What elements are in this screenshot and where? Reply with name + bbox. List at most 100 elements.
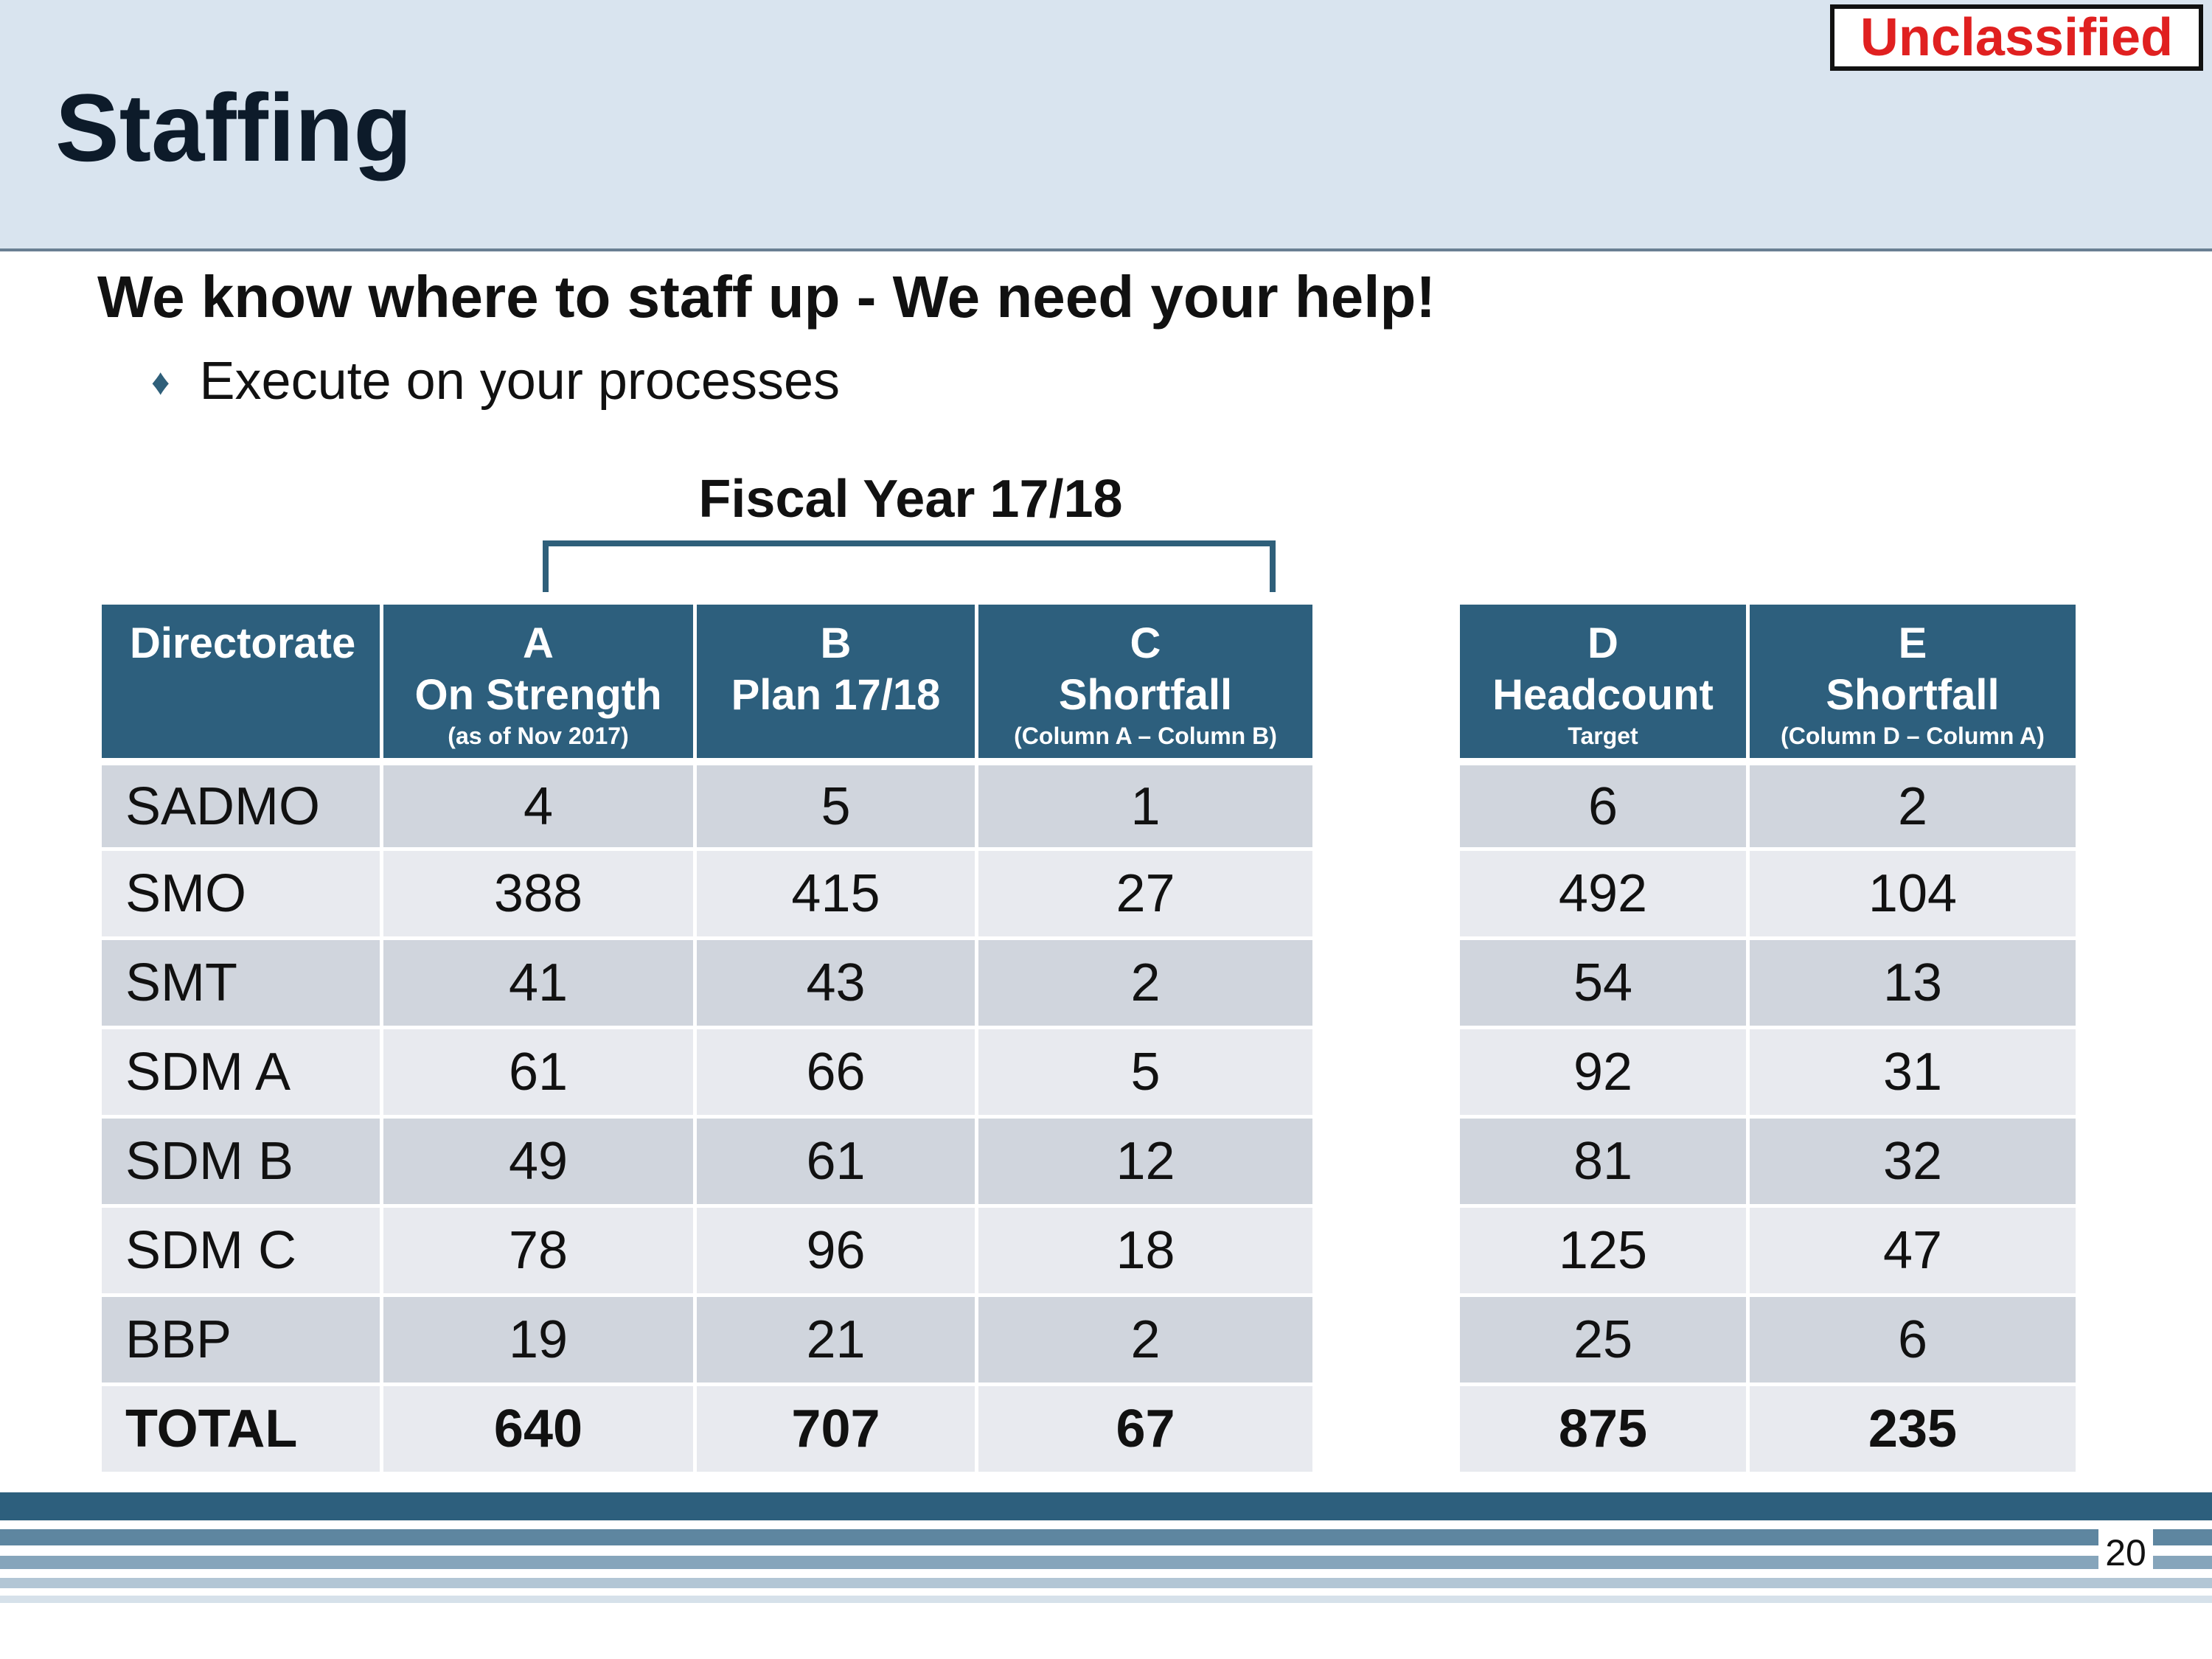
table-row: 25 6	[1460, 1293, 2076, 1382]
headcount-table-body: 6 2 492 104 54 13 92 31 81 32 125 47 25 6 875 235	[1460, 758, 2076, 1472]
value-cell: 54	[1460, 936, 1750, 1026]
headcount-table: D Headcount Target E Shortfall (Column D…	[1460, 605, 2076, 1472]
table-row: 92 31	[1460, 1026, 2076, 1115]
directorate-cell: SADMO	[102, 758, 383, 847]
header-letter: C	[1130, 619, 1161, 667]
total-row: TOTAL 640 707 67	[102, 1382, 1312, 1472]
value-cell: 2	[978, 1293, 1312, 1382]
table-row: 54 13	[1460, 936, 2076, 1026]
value-cell: 5	[697, 758, 978, 847]
value-cell: 1	[978, 758, 1312, 847]
footer-stripe	[0, 1529, 2212, 1545]
footer-stripe	[0, 1578, 2212, 1588]
table-row: SMT 41 43 2	[102, 936, 1312, 1026]
value-cell: 235	[1750, 1382, 2076, 1472]
header-column-e: E Shortfall (Column D – Column A)	[1750, 605, 2076, 758]
table-row: SDM C 78 96 18	[102, 1204, 1312, 1293]
fiscal-year-table-body: SADMO 4 5 1 SMO 388 415 27 SMT 41 43 2 SDM A 61 66 5 SDM…	[102, 758, 1312, 1472]
value-cell: 19	[383, 1293, 697, 1382]
footer-stripe	[0, 1596, 2212, 1603]
slide-title: Staffing	[55, 74, 412, 181]
header-label: Shortfall	[1058, 671, 1233, 719]
directorate-cell: SDM A	[102, 1026, 383, 1115]
table-row: BBP 19 21 2	[102, 1293, 1312, 1382]
classification-label: Unclassified	[1830, 4, 2203, 71]
page-number: 20	[2098, 1528, 2153, 1577]
value-cell: 25	[1460, 1293, 1750, 1382]
fiscal-year-label: Fiscal Year 17/18	[698, 470, 1123, 529]
directorate-cell: TOTAL	[102, 1382, 383, 1472]
diamond-bullet-icon: ♦	[151, 361, 170, 403]
value-cell: 640	[383, 1382, 697, 1472]
value-cell: 27	[978, 847, 1312, 936]
directorate-cell: SMO	[102, 847, 383, 936]
header-letter: B	[820, 619, 852, 667]
value-cell: 18	[978, 1204, 1312, 1293]
value-cell: 49	[383, 1115, 697, 1204]
header-column-b: B Plan 17/18	[697, 605, 978, 758]
value-cell: 41	[383, 936, 697, 1026]
value-cell: 21	[697, 1293, 978, 1382]
table-row: SMO 388 415 27	[102, 847, 1312, 936]
value-cell: 2	[1750, 758, 2076, 847]
table-header-row: Directorate A On Strength (as of Nov 201…	[102, 605, 1312, 758]
header-label: On Strength	[414, 671, 662, 719]
value-cell: 6	[1750, 1293, 2076, 1382]
header-label: Directorate	[130, 619, 356, 667]
value-cell: 388	[383, 847, 697, 936]
value-cell: 707	[697, 1382, 978, 1472]
fiscal-year-table: Directorate A On Strength (as of Nov 201…	[102, 605, 1312, 1472]
value-cell: 81	[1460, 1115, 1750, 1204]
table-row: SADMO 4 5 1	[102, 758, 1312, 847]
value-cell: 66	[697, 1026, 978, 1115]
header-letter: D	[1587, 619, 1618, 667]
value-cell: 4	[383, 758, 697, 847]
value-cell: 61	[383, 1026, 697, 1115]
table-row: SDM A 61 66 5	[102, 1026, 1312, 1115]
header-label: Headcount	[1492, 671, 1714, 719]
value-cell: 125	[1460, 1204, 1750, 1293]
table-row: SDM B 49 61 12	[102, 1115, 1312, 1204]
directorate-cell: SDM B	[102, 1115, 383, 1204]
fiscal-year-bracket	[543, 540, 1276, 592]
value-cell: 12	[978, 1115, 1312, 1204]
header-column-c: C Shortfall (Column A – Column B)	[978, 605, 1312, 758]
header-label: Plan 17/18	[731, 671, 941, 719]
directorate-cell: SDM C	[102, 1204, 383, 1293]
header-note: (Column A – Column B)	[1014, 723, 1277, 749]
header-note: (Column D – Column A)	[1781, 723, 2045, 749]
value-cell: 31	[1750, 1026, 2076, 1115]
table-header-row: D Headcount Target E Shortfall (Column D…	[1460, 605, 2076, 758]
bullet-text: Execute on your processes	[199, 352, 840, 411]
header-note: (as of Nov 2017)	[448, 723, 629, 749]
value-cell: 61	[697, 1115, 978, 1204]
directorate-cell: SMT	[102, 936, 383, 1026]
directorate-cell: BBP	[102, 1293, 383, 1382]
value-cell: 5	[978, 1026, 1312, 1115]
value-cell: 47	[1750, 1204, 2076, 1293]
value-cell: 492	[1460, 847, 1750, 936]
value-cell: 43	[697, 936, 978, 1026]
header-column-d: D Headcount Target	[1460, 605, 1750, 758]
value-cell: 13	[1750, 936, 2076, 1026]
value-cell: 104	[1750, 847, 2076, 936]
header-directorate: Directorate	[102, 605, 383, 758]
table-row: 81 32	[1460, 1115, 2076, 1204]
table-row: 492 104	[1460, 847, 2076, 936]
footer-stripe	[0, 1492, 2212, 1520]
header-column-a: A On Strength (as of Nov 2017)	[383, 605, 697, 758]
value-cell: 6	[1460, 758, 1750, 847]
footer-stripe	[0, 1556, 2212, 1569]
total-row: 875 235	[1460, 1382, 2076, 1472]
value-cell: 875	[1460, 1382, 1750, 1472]
header-letter: E	[1898, 619, 1927, 667]
bullet-item: ♦ Execute on your processes	[151, 351, 840, 411]
header-note: Target	[1568, 723, 1638, 749]
header-label: Shortfall	[1826, 671, 2000, 719]
table-row: 125 47	[1460, 1204, 2076, 1293]
slide-subtitle: We know where to staff up - We need your…	[97, 264, 1436, 330]
value-cell: 415	[697, 847, 978, 936]
value-cell: 2	[978, 936, 1312, 1026]
value-cell: 32	[1750, 1115, 2076, 1204]
